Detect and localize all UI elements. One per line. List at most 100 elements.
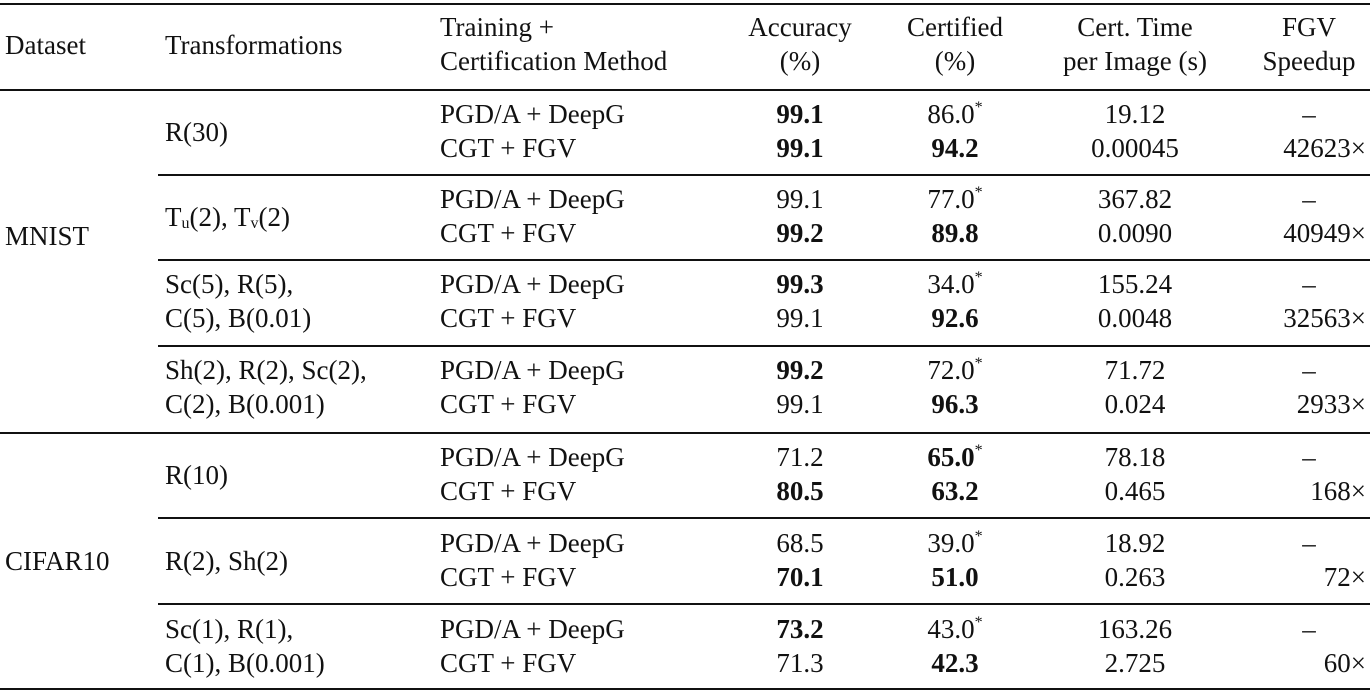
transformations-cell: Sh(2), R(2), Sc(2), — [165, 355, 367, 385]
accuracy-cell: 80.5 — [776, 476, 824, 506]
transformations-cell: C(5), B(0.01) — [165, 303, 312, 333]
accuracy-cell: 99.1 — [776, 99, 824, 129]
certified-value: 34.0 — [927, 269, 975, 299]
footnote-marker: * — [974, 184, 983, 201]
accuracy-cell: 99.1 — [776, 389, 824, 419]
accuracy-cell: 73.2 — [776, 614, 824, 644]
certified-cell: 86.0* — [885, 97, 1025, 131]
certified-cell: 65.0* — [885, 440, 1025, 474]
time-cell: 0.00045 — [1091, 133, 1179, 163]
header-accuracy-line1: Accuracy — [748, 12, 852, 42]
transformations-cell: Sc(1), R(1), — [165, 614, 294, 644]
method-cell: CGT + FGV — [440, 303, 577, 333]
transformation-text: (2) — [258, 202, 290, 232]
speedup-cell: – — [1302, 528, 1316, 558]
speedup-cell: – — [1302, 99, 1316, 129]
row-divider — [158, 259, 1370, 261]
certified-cell: 96.3 — [931, 389, 979, 419]
header-dataset: Dataset — [5, 30, 86, 60]
row-divider — [158, 603, 1370, 605]
speedup-cell: – — [1302, 269, 1316, 299]
header-time-line2: per Image (s) — [1063, 46, 1207, 76]
speedup-cell: 2933× — [1296, 389, 1366, 419]
footnote-marker: * — [974, 355, 983, 372]
header-accuracy-line2: (%) — [779, 46, 821, 76]
footnote-marker: * — [974, 99, 983, 116]
accuracy-cell: 99.1 — [776, 133, 824, 163]
header-certified-line1: Certified — [907, 12, 1003, 42]
method-cell: CGT + FGV — [440, 218, 577, 248]
accuracy-cell: 99.1 — [776, 184, 824, 214]
group-rule — [0, 432, 1370, 434]
certified-value: 86.0 — [927, 99, 975, 129]
method-cell: CGT + FGV — [440, 476, 577, 506]
certified-value: 77.0 — [927, 184, 975, 214]
speedup-cell: 42623× — [1283, 133, 1366, 163]
bottom-rule — [0, 688, 1370, 690]
header-method-line2: Certification Method — [440, 46, 668, 76]
time-cell: 19.12 — [1104, 99, 1166, 129]
transformation-text: T — [165, 202, 182, 232]
method-cell: CGT + FGV — [440, 133, 577, 163]
row-divider — [158, 174, 1370, 176]
certified-cell: 89.8 — [931, 218, 979, 248]
certified-cell: 34.0* — [885, 267, 1025, 301]
speedup-cell: – — [1302, 614, 1316, 644]
method-cell: PGD/A + DeepG — [440, 355, 625, 385]
method-cell: PGD/A + DeepG — [440, 269, 625, 299]
header-speedup-line2: Speedup — [1262, 46, 1356, 76]
certified-cell: 77.0* — [885, 182, 1025, 216]
certified-cell: 39.0* — [885, 526, 1025, 560]
speedup-cell: 60× — [1323, 648, 1366, 678]
accuracy-cell: 70.1 — [776, 562, 824, 592]
method-cell: CGT + FGV — [440, 389, 577, 419]
certified-cell: 94.2 — [931, 133, 979, 163]
accuracy-cell: 99.3 — [776, 269, 824, 299]
speedup-cell: 168× — [1310, 476, 1366, 506]
accuracy-cell: 71.3 — [776, 648, 824, 678]
header-rule — [0, 89, 1370, 91]
accuracy-cell: 99.1 — [776, 303, 824, 333]
footnote-marker: * — [974, 442, 983, 459]
transformations-cell: R(2), Sh(2) — [165, 546, 288, 576]
time-cell: 163.26 — [1097, 614, 1173, 644]
certified-value: 39.0 — [927, 528, 975, 558]
footnote-marker: * — [974, 269, 983, 286]
method-cell: CGT + FGV — [440, 562, 577, 592]
row-divider — [158, 517, 1370, 519]
footnote-marker: * — [974, 528, 983, 545]
transformations-cell: Sc(5), R(5), — [165, 269, 294, 299]
time-cell: 2.725 — [1104, 648, 1166, 678]
accuracy-cell: 71.2 — [776, 442, 824, 472]
speedup-cell: – — [1302, 184, 1316, 214]
time-cell: 0.0048 — [1097, 303, 1173, 333]
certified-cell: 43.0* — [885, 612, 1025, 646]
speedup-cell: – — [1302, 442, 1316, 472]
certified-value: 43.0 — [927, 614, 975, 644]
method-cell: PGD/A + DeepG — [440, 614, 625, 644]
accuracy-cell: 99.2 — [776, 218, 824, 248]
time-cell: 18.92 — [1104, 528, 1166, 558]
row-divider — [158, 345, 1370, 347]
accuracy-cell: 99.2 — [776, 355, 824, 385]
certified-cell: 63.2 — [931, 476, 979, 506]
time-cell: 78.18 — [1104, 442, 1166, 472]
method-cell: PGD/A + DeepG — [440, 99, 625, 129]
time-cell: 367.82 — [1097, 184, 1173, 214]
dataset-label-cifar10: CIFAR10 — [5, 546, 110, 576]
speedup-cell: 40949× — [1283, 218, 1366, 248]
speedup-cell: 72× — [1323, 562, 1366, 592]
footnote-marker: * — [974, 614, 983, 631]
header-certified-line2: (%) — [934, 46, 976, 76]
time-cell: 155.24 — [1097, 269, 1173, 299]
method-cell: PGD/A + DeepG — [440, 528, 625, 558]
top-rule — [0, 3, 1370, 5]
certified-value: 65.0 — [927, 442, 975, 472]
header-method-line1: Training + — [440, 12, 554, 42]
certified-cell: 51.0 — [931, 562, 979, 592]
header-transformations: Transformations — [165, 30, 343, 60]
header-speedup-line1: FGV — [1281, 12, 1336, 42]
certified-cell: 42.3 — [931, 648, 979, 678]
time-cell: 0.0090 — [1097, 218, 1173, 248]
